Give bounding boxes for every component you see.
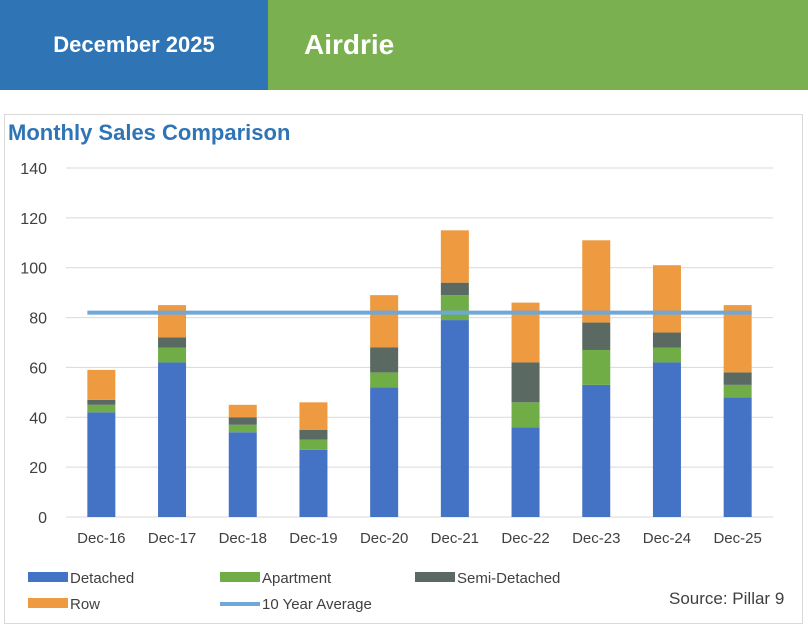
y-tick-label-120: 120 — [20, 211, 47, 228]
x-tick-label-dec-19: Dec-19 — [289, 530, 337, 547]
bar-detached-dec-24 — [652, 362, 681, 517]
bar-semi-detached-dec-16 — [87, 399, 116, 405]
bar-row-dec-17 — [158, 305, 187, 338]
bar-detached-dec-22 — [511, 427, 540, 517]
bar-detached-dec-20 — [370, 387, 399, 517]
bar-row-dec-20 — [370, 295, 399, 348]
bar-semi-detached-dec-18 — [228, 417, 257, 425]
x-tick-label-dec-20: Dec-20 — [360, 530, 408, 547]
bar-apartment-dec-21 — [440, 295, 469, 321]
x-tick-label-dec-17: Dec-17 — [148, 530, 196, 547]
y-tick-label-140: 140 — [20, 161, 47, 178]
x-tick-label-dec-24: Dec-24 — [643, 530, 691, 547]
chart-panel — [4, 114, 803, 624]
header-date: December 2025 — [0, 0, 268, 90]
bar-semi-detached-dec-23 — [582, 322, 611, 350]
bar-row-dec-25 — [723, 305, 752, 373]
legend-label-10-year-average: 10 Year Average — [262, 596, 372, 613]
bar-apartment-dec-25 — [723, 384, 752, 398]
x-tick-label-dec-23: Dec-23 — [572, 530, 620, 547]
bar-detached-dec-23 — [582, 384, 611, 517]
bar-row-dec-21 — [440, 230, 469, 283]
legend-label-row: Row — [70, 596, 100, 613]
bar-detached-dec-25 — [723, 397, 752, 517]
x-tick-label-dec-22: Dec-22 — [501, 530, 549, 547]
bar-apartment-dec-24 — [652, 347, 681, 363]
x-tick-label-dec-25: Dec-25 — [713, 530, 761, 547]
header-area: Airdrie — [268, 0, 808, 90]
bar-apartment-dec-18 — [228, 424, 257, 433]
legend-label-semi-detached: Semi-Detached — [457, 570, 560, 587]
chart-title: Monthly Sales Comparison — [8, 120, 291, 145]
bar-semi-detached-dec-24 — [652, 332, 681, 348]
legend-swatch-detached — [28, 572, 68, 582]
bar-detached-dec-21 — [440, 320, 469, 517]
header-area-label: Airdrie — [304, 29, 395, 60]
y-tick-label-20: 20 — [29, 460, 47, 477]
bar-apartment-dec-19 — [299, 439, 328, 450]
legend-swatch-row — [28, 598, 68, 608]
source-label: Source: Pillar 9 — [669, 589, 785, 608]
bar-apartment-dec-17 — [158, 347, 187, 363]
bar-detached-dec-16 — [87, 412, 116, 517]
bar-semi-detached-dec-22 — [511, 362, 540, 403]
bar-semi-detached-dec-25 — [723, 372, 752, 385]
legend-swatch-apartment — [220, 572, 260, 582]
bar-row-dec-19 — [299, 402, 328, 430]
header-date-label: December 2025 — [53, 32, 215, 57]
bar-semi-detached-dec-19 — [299, 429, 328, 440]
x-tick-label-dec-16: Dec-16 — [77, 530, 125, 547]
y-tick-label-40: 40 — [29, 410, 47, 427]
y-tick-label-0: 0 — [38, 510, 47, 527]
legend-label-detached: Detached — [70, 570, 134, 587]
bar-row-dec-24 — [652, 265, 681, 333]
bar-apartment-dec-23 — [582, 349, 611, 385]
bar-apartment-dec-22 — [511, 402, 540, 428]
y-tick-label-80: 80 — [29, 311, 47, 328]
bar-detached-dec-19 — [299, 449, 328, 517]
bar-apartment-dec-16 — [87, 404, 116, 413]
bar-row-dec-23 — [582, 240, 611, 323]
bar-semi-detached-dec-21 — [440, 282, 469, 296]
bar-row-dec-18 — [228, 404, 257, 418]
y-tick-label-60: 60 — [29, 360, 47, 377]
x-tick-label-dec-21: Dec-21 — [431, 530, 479, 547]
bar-semi-detached-dec-17 — [158, 337, 187, 348]
legend-label-apartment: Apartment — [262, 570, 332, 587]
bar-detached-dec-18 — [228, 432, 257, 517]
legend-swatch-semi-detached — [415, 572, 455, 582]
bar-semi-detached-dec-20 — [370, 347, 399, 373]
bar-row-dec-16 — [87, 369, 116, 400]
y-tick-label-100: 100 — [20, 261, 47, 278]
bar-apartment-dec-20 — [370, 372, 399, 388]
x-tick-label-dec-18: Dec-18 — [219, 530, 267, 547]
bar-detached-dec-17 — [158, 362, 187, 517]
